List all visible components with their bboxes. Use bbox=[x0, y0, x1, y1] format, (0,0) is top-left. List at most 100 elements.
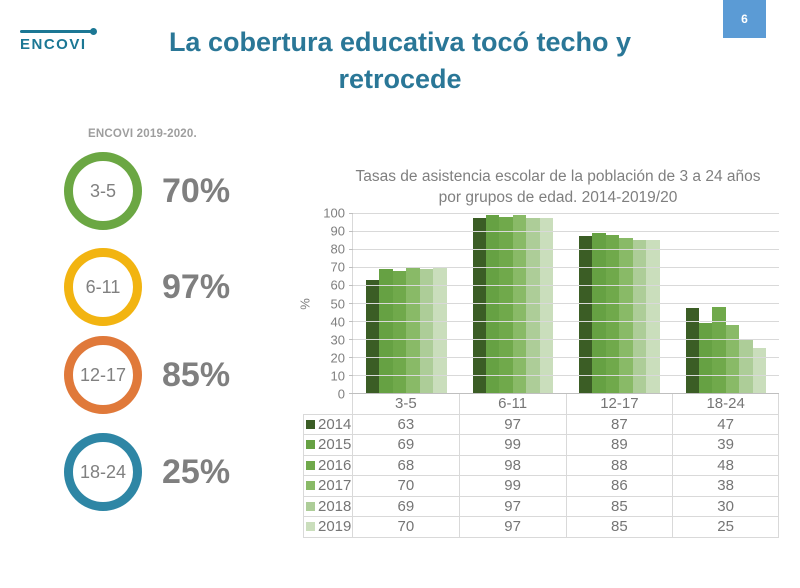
gridline-70 bbox=[353, 267, 779, 268]
legend-year-label: 2015 bbox=[318, 436, 352, 454]
legend-cell-2018: 2018 bbox=[303, 496, 352, 517]
stat-row-3-5: 3-5 70% bbox=[64, 152, 230, 230]
x-axis-label-12-17: 12-17 bbox=[565, 394, 673, 415]
x-axis-label-18-24: 18-24 bbox=[672, 394, 779, 415]
table-value-2019-18-24: 25 bbox=[672, 517, 779, 538]
age-circle-12-17: 12-17 bbox=[64, 336, 142, 414]
table-value-2014-18-24: 47 bbox=[672, 414, 779, 435]
bar-group-12-17 bbox=[566, 213, 673, 393]
bar-2014-18-24 bbox=[685, 308, 699, 393]
table-value-2019-3-5: 70 bbox=[352, 517, 459, 538]
legend-year-label: 2018 bbox=[318, 497, 352, 515]
bar-2019-18-24 bbox=[752, 348, 767, 393]
legend-swatch-2018 bbox=[306, 501, 315, 511]
stat-value-3-5: 70% bbox=[162, 171, 231, 210]
table-value-2018-3-5: 69 bbox=[352, 496, 459, 517]
y-tick-label-0: 0 bbox=[337, 386, 345, 402]
table-value-2017-12-17: 86 bbox=[565, 476, 673, 497]
bar-2014-12-17 bbox=[579, 236, 593, 393]
table-value-2015-12-17: 89 bbox=[565, 435, 673, 456]
y-tick-label-40: 40 bbox=[330, 314, 345, 330]
legend-year-label: 2019 bbox=[318, 518, 352, 536]
bar-2018-6-11 bbox=[526, 218, 540, 393]
logo-text: ENCOVI bbox=[20, 36, 87, 53]
y-tick-label-80: 80 bbox=[330, 241, 345, 257]
y-tick-60 bbox=[349, 285, 353, 286]
attendance-chart: Tasas de asistencia escolar de la poblac… bbox=[298, 166, 779, 538]
page-title: La cobertura educativa tocó techo y retr… bbox=[168, 27, 632, 94]
table-value-2019-12-17: 85 bbox=[565, 517, 673, 538]
legend-cell-2019: 2019 bbox=[303, 517, 352, 538]
y-tick-70 bbox=[349, 267, 353, 268]
gridline-100 bbox=[353, 213, 779, 214]
gridline-40 bbox=[353, 321, 779, 322]
logo-dot-icon bbox=[90, 28, 97, 35]
table-value-2019-6-11: 97 bbox=[458, 517, 566, 538]
gridline-30 bbox=[353, 339, 779, 340]
legend-cell-2014: 2014 bbox=[303, 414, 352, 435]
chart-data-table: 3-5 6-11 12-17 18-24 2014 63 97 87 47 2015 69 99 89 3… bbox=[303, 394, 779, 538]
legend-swatch-2019 bbox=[306, 522, 315, 532]
age-circle-6-11: 6-11 bbox=[64, 248, 142, 326]
table-header-stub bbox=[303, 394, 352, 415]
legend-cell-2015: 2015 bbox=[303, 435, 352, 456]
age-circle-18-24: 18-24 bbox=[64, 433, 142, 511]
y-tick-30 bbox=[349, 339, 353, 340]
bar-2019-3-5 bbox=[433, 267, 447, 393]
y-tick-50 bbox=[349, 303, 353, 304]
table-value-2018-18-24: 30 bbox=[672, 496, 779, 517]
logo-bar bbox=[20, 28, 97, 35]
bar-2014-6-11 bbox=[472, 218, 486, 393]
bar-2014-3-5 bbox=[366, 279, 380, 393]
table-value-2018-12-17: 85 bbox=[565, 496, 673, 517]
y-tick-90 bbox=[349, 231, 353, 232]
y-tick-label-10: 10 bbox=[330, 368, 345, 384]
y-tick-label-100: 100 bbox=[323, 205, 345, 221]
y-tick-label-20: 20 bbox=[330, 350, 345, 366]
legend-swatch-2017 bbox=[306, 481, 315, 491]
table-value-2017-3-5: 70 bbox=[352, 476, 459, 497]
table-value-2014-3-5: 63 bbox=[352, 414, 459, 435]
table-value-2014-6-11: 97 bbox=[458, 414, 566, 435]
y-tick-100 bbox=[349, 213, 353, 214]
legend-swatch-2014 bbox=[306, 419, 315, 429]
chart-title: Tasas de asistencia escolar de la poblac… bbox=[355, 168, 761, 206]
y-tick-label-70: 70 bbox=[330, 259, 345, 275]
bar-2016-3-5 bbox=[392, 270, 407, 393]
y-tick-0 bbox=[349, 393, 353, 394]
y-tick-80 bbox=[349, 249, 353, 250]
legend-swatch-2015 bbox=[306, 440, 315, 450]
legend-year-label: 2016 bbox=[318, 456, 352, 474]
y-axis-title: % bbox=[297, 297, 313, 310]
gridline-90 bbox=[353, 231, 779, 232]
legend-swatch-2016 bbox=[306, 460, 315, 470]
table-value-2016-18-24: 48 bbox=[672, 455, 779, 476]
bar-2018-12-17 bbox=[632, 240, 647, 393]
table-value-2014-12-17: 87 bbox=[565, 414, 673, 435]
plot-wrap: % 0 10 20 30 40 50 60 70 80 90 100 bbox=[298, 207, 779, 401]
bar-2018-18-24 bbox=[739, 339, 753, 393]
y-tick-label-90: 90 bbox=[330, 223, 345, 239]
gridline-50 bbox=[353, 303, 779, 304]
table-value-2015-18-24: 39 bbox=[672, 435, 779, 456]
bar-2016-6-11 bbox=[499, 216, 513, 393]
bar-2017-12-17 bbox=[619, 238, 633, 393]
stat-value-18-24: 25% bbox=[162, 452, 231, 491]
table-value-2016-3-5: 68 bbox=[352, 455, 459, 476]
legend-year-label: 2014 bbox=[318, 415, 352, 433]
stat-value-6-11: 97% bbox=[162, 267, 231, 306]
table-value-2017-6-11: 99 bbox=[458, 476, 566, 497]
gridline-20 bbox=[353, 357, 779, 358]
y-tick-label-50: 50 bbox=[330, 296, 345, 311]
table-value-2018-6-11: 97 bbox=[458, 496, 566, 517]
gridline-60 bbox=[353, 285, 779, 286]
stat-row-6-11: 6-11 97% bbox=[64, 248, 230, 326]
bar-2019-12-17 bbox=[646, 240, 660, 393]
y-tick-40 bbox=[349, 321, 353, 322]
table-value-2015-3-5: 69 bbox=[352, 435, 459, 456]
bar-2018-3-5 bbox=[419, 268, 434, 393]
legend-cell-2016: 2016 bbox=[303, 455, 352, 476]
bar-2017-3-5 bbox=[406, 267, 420, 393]
table-value-2015-6-11: 99 bbox=[458, 435, 566, 456]
stat-row-12-17: 12-17 85% bbox=[64, 336, 230, 414]
